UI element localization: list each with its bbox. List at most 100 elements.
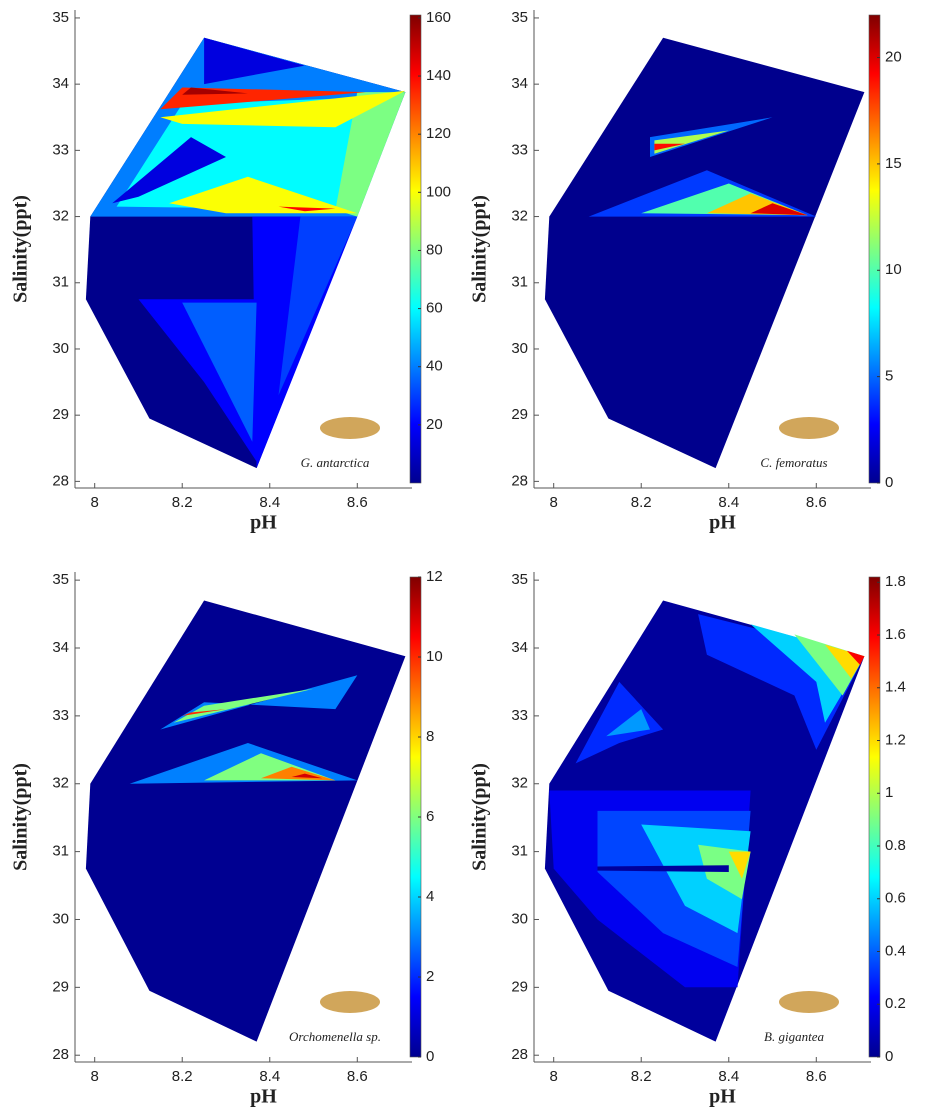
species-label: G. antarctica [301,455,370,470]
contour-region [728,851,751,879]
contour-region [160,90,406,128]
y-tick-label: 34 [52,639,69,656]
y-tick-label: 31 [52,274,69,291]
y-tick-label: 31 [511,274,528,291]
y-axis-label: Salinity(ppt) [10,195,32,303]
colorbar-tick-label: 40 [426,358,443,375]
x-tick-label: 8.4 [718,1068,739,1085]
contour-region [825,644,865,679]
contour-region [182,709,226,716]
y-tick-label: 29 [52,406,69,423]
x-axis-label: pH [709,512,736,534]
y-tick-label: 32 [52,775,69,792]
x-axis-label: pH [250,512,277,534]
contour-region [750,203,808,216]
contour-region [169,176,358,214]
y-tick-label: 32 [511,775,528,792]
x-tick-label: 8.6 [347,1068,368,1085]
x-tick-label: 8.2 [172,494,193,511]
y-tick-label: 33 [52,707,69,724]
contour-region [112,137,226,204]
y-tick-label: 30 [52,340,69,357]
y-tick-label: 35 [511,571,528,588]
panel: 8 8.2 8.4 8.62829303132333435pHSalinity(ppt… [10,568,443,1108]
colorbar-tick-label: 160 [426,9,451,26]
colorbar-tick-label: 0.6 [885,890,906,907]
colorbar-tick-label: 60 [426,300,443,317]
colorbar-tick-label: 1.6 [885,626,906,643]
y-tick-label: 30 [52,910,69,927]
contour-region [278,206,336,212]
contour-background [544,37,865,469]
y-tick-label: 28 [52,472,69,489]
colorbar-tick-label: 12 [426,568,443,585]
colorbar-tick-label: 1 [885,784,893,801]
contour-region [335,92,406,217]
y-axis-label: Salinity(ppt) [469,195,491,303]
colorbar-tick-label: 1.8 [885,573,906,590]
contour-region [575,681,664,764]
contour-region [846,650,865,665]
colorbar [409,14,422,484]
colorbar-tick-label: 100 [426,183,451,200]
x-tick-label: 8 [91,494,99,511]
colorbar-tick-label: 20 [426,416,443,433]
y-tick-label: 34 [511,639,528,656]
specimen-image [779,991,839,1013]
panel: 8 8.2 8.4 8.62829303132333435pHSalinity(ppt… [469,571,906,1107]
y-tick-label: 31 [52,843,69,860]
colorbar-tick-label: 20 [885,49,902,66]
colorbar-tick-label: 80 [426,241,443,258]
y-tick-label: 32 [52,208,69,225]
contour-region [204,37,305,85]
species-label: C. femoratus [760,455,827,470]
specimen-image [320,991,380,1013]
colorbar-tick-label: 15 [885,155,902,172]
y-tick-label: 33 [511,707,528,724]
y-tick-label: 29 [511,406,528,423]
x-tick-label: 8.6 [806,1068,827,1085]
y-tick-label: 28 [52,1046,69,1063]
y-axis-label: Salinity(ppt) [10,763,32,871]
x-tick-label: 8.4 [259,494,280,511]
x-tick-label: 8.4 [259,1068,280,1085]
x-axis-label: pH [709,1086,736,1108]
y-tick-label: 35 [52,9,69,26]
y-tick-label: 32 [511,208,528,225]
y-tick-label: 28 [511,1046,528,1063]
contour-background [85,600,406,1042]
contour-region [291,773,323,779]
colorbar-tick-label: 1.4 [885,679,906,696]
y-tick-label: 31 [511,843,528,860]
colorbar-tick-label: 0 [426,1048,434,1065]
colorbar-tick-label: 10 [426,648,443,665]
x-tick-label: 8 [550,494,558,511]
contour-region [252,216,358,469]
specimen-image [320,417,380,439]
x-tick-label: 8.2 [631,494,652,511]
y-tick-label: 34 [511,75,528,92]
panel: 8 8.2 8.4 8.62829303132333435pHSalinity(ppt… [469,9,902,534]
colorbar-tick-label: 120 [426,125,451,142]
species-label: B. gigantea [764,1029,824,1044]
contour-region [650,117,773,157]
y-tick-label: 28 [511,472,528,489]
contour-region [794,634,865,696]
species-label: Orchomenella sp. [289,1029,381,1044]
x-tick-label: 8.4 [718,494,739,511]
contour-region [606,709,650,737]
y-tick-label: 30 [511,340,528,357]
x-tick-label: 8 [91,1068,99,1085]
colorbar-tick-label: 4 [426,888,434,905]
x-tick-label: 8.6 [347,494,368,511]
x-axis-label: pH [250,1086,277,1108]
colorbar-tick-label: 8 [426,728,434,745]
colorbar-tick-label: 2 [426,968,434,985]
contour-region [278,216,358,396]
specimen-image [779,417,839,439]
contour-region [182,87,248,95]
x-tick-label: 8.2 [172,1068,193,1085]
colorbar-tick-label: 5 [885,368,893,385]
colorbar-tick-label: 0 [885,474,893,491]
